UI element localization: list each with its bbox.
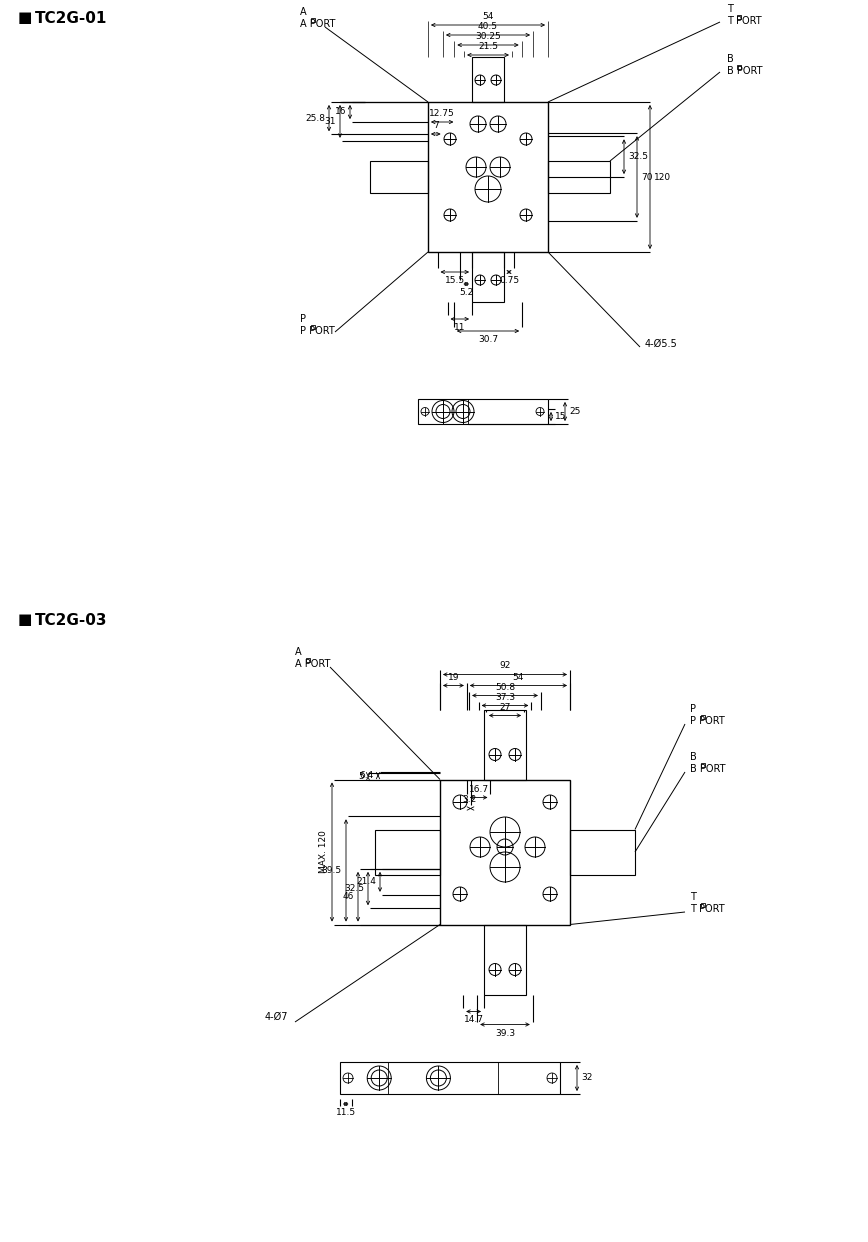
Text: 120: 120 (654, 173, 671, 181)
Text: B PORT: B PORT (727, 66, 762, 76)
Bar (472, 252, 504, 302)
Text: A: A (300, 7, 306, 17)
Text: 37.3: 37.3 (495, 693, 515, 702)
Text: 30.25: 30.25 (475, 32, 501, 41)
Text: P: P (690, 704, 696, 714)
Text: B PORT: B PORT (690, 764, 726, 774)
Text: 16.7: 16.7 (469, 785, 489, 794)
Text: 6.4: 6.4 (359, 771, 374, 780)
Text: 89.5: 89.5 (322, 866, 342, 874)
Bar (418, 399, 548, 424)
Bar (701, 715, 705, 719)
Text: 30.7: 30.7 (478, 335, 498, 344)
Text: 32: 32 (581, 1073, 592, 1083)
Text: P PORT: P PORT (690, 715, 725, 727)
Text: T PORT: T PORT (690, 904, 725, 914)
Text: 15: 15 (555, 412, 567, 421)
Bar (737, 65, 741, 70)
Bar (311, 325, 315, 329)
Text: 31: 31 (325, 117, 336, 125)
Bar (570, 830, 635, 874)
Bar (428, 102, 548, 252)
Text: 39.3: 39.3 (495, 1028, 515, 1037)
Bar (472, 57, 504, 102)
Text: B: B (690, 751, 697, 763)
Text: 4-Ø7: 4-Ø7 (265, 1012, 288, 1022)
Bar (548, 161, 610, 193)
Text: 46: 46 (343, 892, 354, 902)
Bar (737, 15, 741, 19)
Text: T: T (690, 892, 696, 902)
Text: A PORT: A PORT (295, 660, 331, 669)
Text: 21.4: 21.4 (356, 877, 376, 887)
Text: 54: 54 (483, 12, 494, 21)
Text: 5.2: 5.2 (459, 288, 473, 297)
Text: 54: 54 (513, 672, 524, 682)
Text: 19: 19 (448, 672, 459, 682)
Text: 70: 70 (641, 173, 653, 181)
Text: 16: 16 (334, 108, 346, 117)
Text: ■: ■ (18, 10, 32, 25)
Text: 7: 7 (433, 120, 438, 130)
Text: B: B (727, 53, 733, 65)
Text: P: P (300, 314, 306, 324)
Text: 25: 25 (569, 407, 581, 416)
Text: TC2G-01: TC2G-01 (35, 11, 108, 26)
Text: A: A (295, 647, 301, 657)
Text: T PORT: T PORT (727, 16, 761, 26)
Bar (701, 763, 705, 768)
Text: ■: ■ (18, 612, 32, 627)
Text: 11: 11 (454, 323, 465, 332)
Text: 25.8: 25.8 (305, 113, 325, 123)
Text: 4-Ø5.5: 4-Ø5.5 (645, 339, 678, 349)
Bar (340, 1062, 560, 1094)
Text: P PORT: P PORT (300, 325, 335, 337)
Text: T: T (727, 4, 733, 14)
Text: 0.75: 0.75 (499, 276, 519, 284)
Bar (311, 17, 315, 22)
Bar (484, 924, 526, 995)
Text: 32.5: 32.5 (344, 884, 364, 893)
Text: 3.2: 3.2 (462, 795, 477, 805)
Text: 15.5: 15.5 (444, 276, 465, 284)
Text: 50.8: 50.8 (495, 683, 515, 692)
Text: 40.5: 40.5 (478, 22, 498, 31)
Text: 11.5: 11.5 (336, 1108, 356, 1117)
Text: MAX. 120: MAX. 120 (319, 831, 328, 873)
Text: 92: 92 (499, 662, 510, 671)
Bar (306, 658, 310, 662)
Text: 21.5: 21.5 (478, 42, 498, 51)
Bar (375, 830, 440, 874)
Bar (440, 780, 570, 924)
Text: TC2G-03: TC2G-03 (35, 614, 108, 628)
Text: 12.75: 12.75 (430, 109, 455, 118)
Text: 27: 27 (499, 703, 510, 712)
Text: A PORT: A PORT (300, 19, 335, 29)
Text: 5: 5 (358, 773, 364, 781)
Bar (370, 161, 428, 193)
Text: 14.7: 14.7 (464, 1016, 483, 1025)
Bar (484, 709, 526, 780)
Text: 32.5: 32.5 (628, 153, 648, 161)
Bar (701, 903, 705, 907)
